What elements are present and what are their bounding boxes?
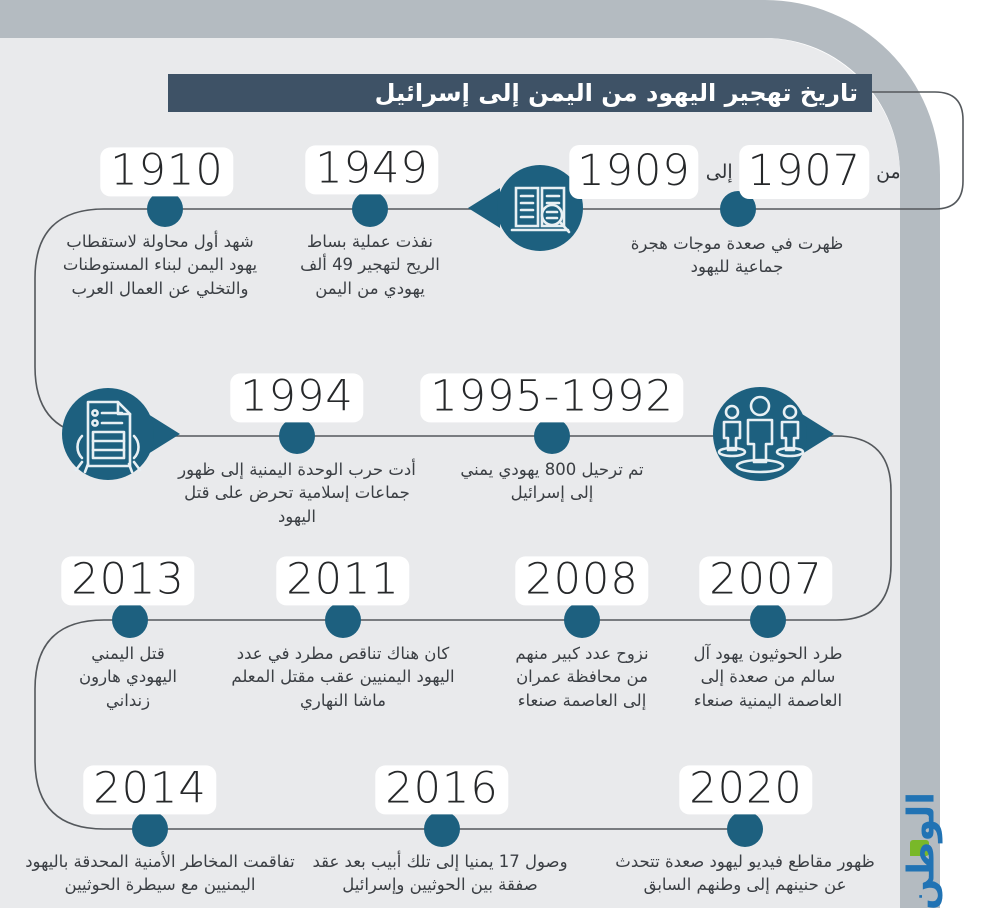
year-label-2011: 2011	[276, 556, 410, 606]
year-label-1994: 1994	[230, 373, 364, 423]
year-range-end: 1909	[569, 145, 699, 199]
event-description-1992-1995: تم ترحيل 800 يهودي يمني إلى إسرائيل	[460, 460, 644, 503]
event-description-2011: كان هناك تناقص مطرد في عدد اليهود اليمني…	[231, 644, 455, 710]
event-description-1949: نفذت عملية بساط الريح لتهجير 49 ألف يهود…	[300, 232, 440, 298]
year-range-from: من	[876, 161, 901, 183]
timeline-dot	[424, 811, 460, 847]
year-label-2008: 2008	[515, 556, 649, 606]
event-description-2016: وصول 17 يمنيا إلى تلك أبيب بعد عقد صفقة …	[312, 852, 568, 895]
year-label-2016: 2016	[375, 765, 509, 815]
infographic-title: تاريخ تهجير اليهود من اليمن إلى إسرائيل	[168, 74, 872, 112]
event-description-1994: أدت حرب الوحدة اليمنية إلى ظهور جماعات إ…	[178, 460, 416, 526]
timeline-dot	[727, 811, 763, 847]
year-label-1907-1909: من 1907 إلى 1909	[569, 145, 901, 199]
year-range-to: إلى	[705, 161, 733, 183]
timeline-dot	[352, 191, 388, 227]
timeline-dot	[750, 602, 786, 638]
book-magnifier-icon	[464, 160, 596, 260]
year-label-2014: 2014	[83, 765, 217, 815]
year-label-2007: 2007	[699, 556, 833, 606]
event-description-2007: طرد الحوثيون يهود آل سالم من صعدة إلى ال…	[693, 644, 843, 710]
event-description-2008: نزوح عدد كبير منهم من محافظة عمران إلى ا…	[515, 644, 649, 710]
event-description-2013: قتل اليمني اليهودي هارون زنداني	[78, 644, 177, 710]
year-label-2020: 2020	[679, 765, 813, 815]
timeline-dot	[564, 602, 600, 638]
timeline-dot	[132, 811, 168, 847]
event-description-1907-1909: ظهرت في صعدة موجات هجرة جماعية لليهود	[630, 234, 844, 277]
logo-speech-bubble-icon	[910, 840, 929, 856]
timeline-dot	[112, 602, 148, 638]
document-hands-icon	[52, 382, 184, 490]
year-label-1992-1995: 1995-1992	[420, 373, 684, 423]
year-label-1949: 1949	[305, 145, 439, 195]
timeline-dot	[147, 191, 183, 227]
year-label-2013: 2013	[61, 556, 195, 606]
timeline-dot	[325, 602, 361, 638]
year-range-start: 1907	[739, 145, 870, 199]
people-group-icon	[702, 380, 838, 492]
timeline-dot	[279, 418, 315, 454]
event-description-1910: شهد أول محاولة لاستقطاب يهود اليمن لبناء…	[62, 232, 258, 298]
page-frame	[0, 0, 940, 908]
timeline-dot	[534, 418, 570, 454]
alwatan-logo: الوطن	[899, 792, 943, 910]
event-description-2014: تفاقمت المخاطر الأمنية المحدقة باليهود ا…	[25, 852, 295, 895]
year-label-1910: 1910	[100, 147, 234, 197]
event-description-2020: ظهور مقاطع فيديو ليهود صعدة تتحدث عن حني…	[615, 852, 875, 895]
